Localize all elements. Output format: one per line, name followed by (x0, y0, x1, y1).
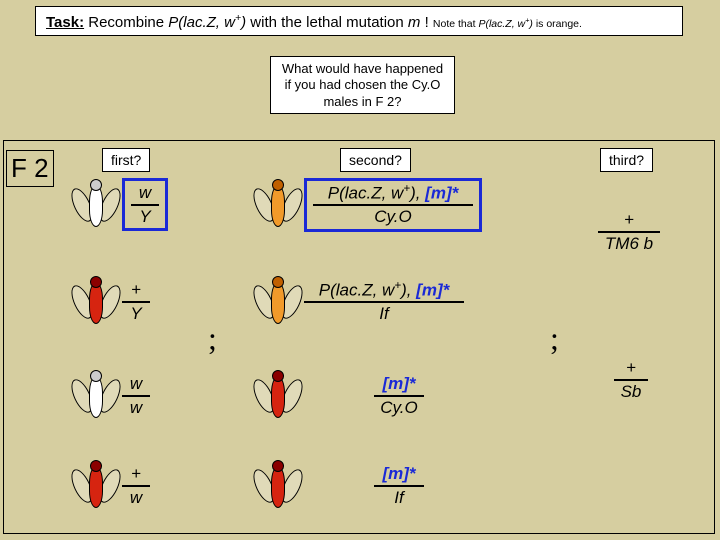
task-excl: ! (425, 14, 433, 31)
fly-icon (262, 179, 294, 231)
header-first: first? (102, 148, 150, 172)
genotype: [m]*If (374, 464, 424, 507)
fly-icon (80, 370, 112, 422)
col1-row2: +Y (80, 276, 150, 328)
col1-row3: ww (80, 370, 150, 422)
fly-icon (262, 370, 294, 422)
genotype: P(lac.Z, w+), [m]* Cy.O (304, 178, 482, 232)
genotype: ww (122, 374, 150, 417)
semicolon-1: ; (208, 320, 217, 357)
genotype: +TM6 b (598, 210, 660, 253)
task-text1: Recombine (88, 14, 168, 31)
genotype: wY (122, 178, 168, 231)
fly-icon (80, 276, 112, 328)
question-box: What would have happened if you had chos… (270, 56, 455, 114)
fly-icon (80, 179, 112, 231)
genotype: +Sb (614, 358, 648, 401)
col2-row1: P(lac.Z, w+), [m]* Cy.O (262, 178, 482, 232)
genotype: [m]*Cy.O (374, 374, 424, 417)
task-mut: m (408, 14, 421, 31)
col2-row2: P(lac.Z, w+), [m]* If (262, 276, 464, 328)
header-second: second? (340, 148, 411, 172)
col1-row4: +w (80, 460, 150, 512)
genotype: +w (122, 464, 150, 507)
col3-row2: +Sb (614, 358, 648, 401)
semicolon-2: ; (550, 320, 559, 357)
header-third: third? (600, 148, 653, 172)
col1-row1: wY (80, 178, 168, 231)
fly-icon (80, 460, 112, 512)
task-text2: with the lethal mutation (250, 14, 408, 31)
f2-label: F 2 (6, 150, 54, 187)
task-note: Note that P(lac.Z, w+) is orange. (433, 18, 582, 30)
fly-icon (262, 460, 294, 512)
genotype: P(lac.Z, w+), [m]* If (304, 280, 464, 324)
task-construct: P(lac.Z, w+) (168, 14, 250, 31)
col2-row4: [m]*If (262, 460, 424, 512)
col3-row1: +TM6 b (598, 210, 660, 253)
col2-row3: [m]*Cy.O (262, 370, 424, 422)
task-box: Task: Recombine P(lac.Z, w+) with the le… (35, 6, 683, 36)
task-label: Task: (46, 14, 84, 31)
fly-icon (262, 276, 294, 328)
genotype: +Y (122, 280, 150, 323)
